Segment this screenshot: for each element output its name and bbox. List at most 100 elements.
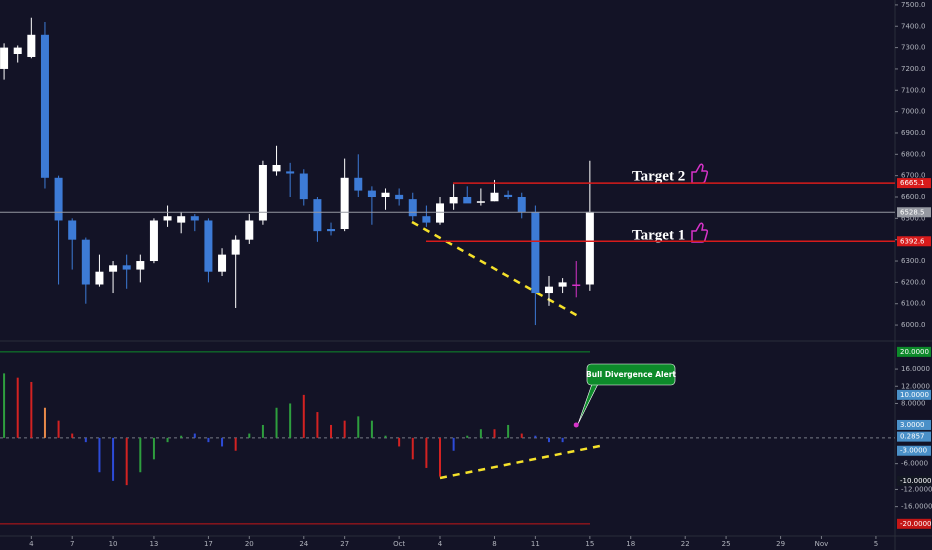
histogram-bar — [493, 429, 496, 438]
candle-body — [272, 164, 281, 172]
y-tick-label: 12.0000 — [901, 382, 930, 390]
histogram-bar — [370, 420, 373, 438]
annotation: Target 1 — [632, 227, 685, 243]
x-tick-label: 10 — [109, 540, 118, 548]
histogram-bar — [248, 433, 251, 438]
histogram-bar — [343, 420, 346, 438]
x-tick-label: 17 — [204, 540, 213, 548]
histogram-bar — [152, 437, 155, 460]
trend-line — [439, 443, 606, 480]
histogram-bar — [98, 437, 101, 473]
histogram-bar — [561, 437, 564, 443]
y-tick-label: 6600.0 — [901, 193, 926, 201]
level-label: -20.0000 — [900, 520, 931, 528]
candle-body — [463, 196, 472, 204]
candle-body — [190, 216, 199, 221]
histogram-bar — [3, 373, 6, 438]
histogram-bar — [125, 437, 128, 486]
x-tick-label: 11 — [531, 540, 540, 548]
candle-body — [95, 271, 104, 285]
histogram-bar — [384, 435, 387, 438]
level-box — [897, 518, 931, 529]
x-tick-label: 4 — [29, 540, 34, 548]
histogram-bar — [139, 437, 142, 473]
histogram-bar — [16, 377, 19, 438]
histogram-bar — [275, 407, 278, 438]
candle-body — [286, 171, 295, 174]
histogram-bar — [261, 424, 264, 438]
level-box — [897, 445, 931, 456]
histogram-bar — [411, 437, 414, 460]
histogram-bar — [452, 437, 455, 451]
candle-body — [517, 196, 526, 212]
level-box — [897, 236, 931, 247]
y-tick-label: 7500.0 — [901, 1, 926, 9]
candle-body — [436, 203, 445, 223]
y-tick-label: 6700.0 — [901, 172, 926, 180]
histogram-bar — [193, 433, 196, 438]
level-label: 6392.6 — [900, 237, 925, 245]
x-tick-label: 15 — [585, 540, 594, 548]
histogram-bar — [316, 412, 319, 438]
candle-body — [40, 34, 49, 178]
x-tick-label: 22 — [681, 540, 690, 548]
annotation: Target 2 — [632, 168, 685, 184]
y-tick-label: -12.0000 — [901, 485, 932, 493]
level-label: 6665.1 — [900, 179, 925, 187]
histogram-bar — [357, 416, 360, 438]
candle-body — [544, 286, 553, 294]
histogram-bar — [84, 437, 87, 443]
candle-body — [381, 192, 390, 197]
histogram-bar — [520, 433, 523, 438]
x-tick-label: 27 — [340, 540, 349, 548]
histogram-bar — [425, 437, 428, 468]
x-tick-label: 18 — [626, 540, 635, 548]
level-label: 20.0000 — [900, 348, 929, 356]
alert-dot — [573, 422, 579, 428]
candle-body — [0, 47, 9, 69]
histogram-bar — [466, 435, 469, 438]
candle-body — [299, 173, 308, 200]
histogram-bar — [234, 437, 237, 451]
level-label: 0.2857 — [900, 433, 925, 441]
candle-body — [81, 239, 90, 285]
x-tick-label: 24 — [299, 540, 308, 548]
candle-body — [177, 216, 186, 223]
candle-body — [163, 216, 172, 221]
y-tick-label: 6000.0 — [901, 321, 926, 329]
callout-box — [586, 363, 676, 386]
y-tick-label: 7200.0 — [901, 65, 926, 73]
y-tick-label: 6300.0 — [901, 257, 926, 265]
level-label: 6528.5 — [900, 208, 925, 216]
level-box — [897, 346, 931, 357]
candle-body — [204, 220, 213, 272]
level-label: 10.0000 — [900, 391, 929, 399]
histogram-bar — [507, 424, 510, 438]
candle-body — [367, 190, 376, 197]
candle-body — [422, 216, 431, 223]
histogram-bar — [547, 437, 550, 443]
candle-body — [218, 254, 227, 272]
level-box — [897, 475, 931, 486]
level-label: -3.0000 — [900, 447, 927, 455]
y-tick-label: 8.0000 — [901, 399, 926, 407]
x-tick-label: 20 — [245, 540, 254, 548]
candle-body — [572, 284, 581, 287]
candle-body — [122, 265, 131, 270]
histogram-bar — [289, 403, 292, 438]
y-tick-label: -16.0000 — [901, 503, 932, 511]
callout-pointer — [577, 383, 599, 425]
x-tick-label: Oct — [393, 540, 405, 548]
candle-body — [408, 199, 417, 217]
candle-body — [327, 229, 336, 232]
y-tick-label: 6200.0 — [901, 278, 926, 286]
candle-body — [313, 199, 322, 232]
trend-line — [411, 220, 579, 318]
annotation: Bull Divergence Alert — [586, 370, 676, 379]
histogram-bar — [439, 437, 442, 477]
histogram-bar — [330, 424, 333, 438]
candle-body — [449, 196, 458, 204]
candle-body — [490, 192, 499, 202]
x-tick-label: 13 — [149, 540, 158, 548]
level-box — [897, 389, 931, 400]
